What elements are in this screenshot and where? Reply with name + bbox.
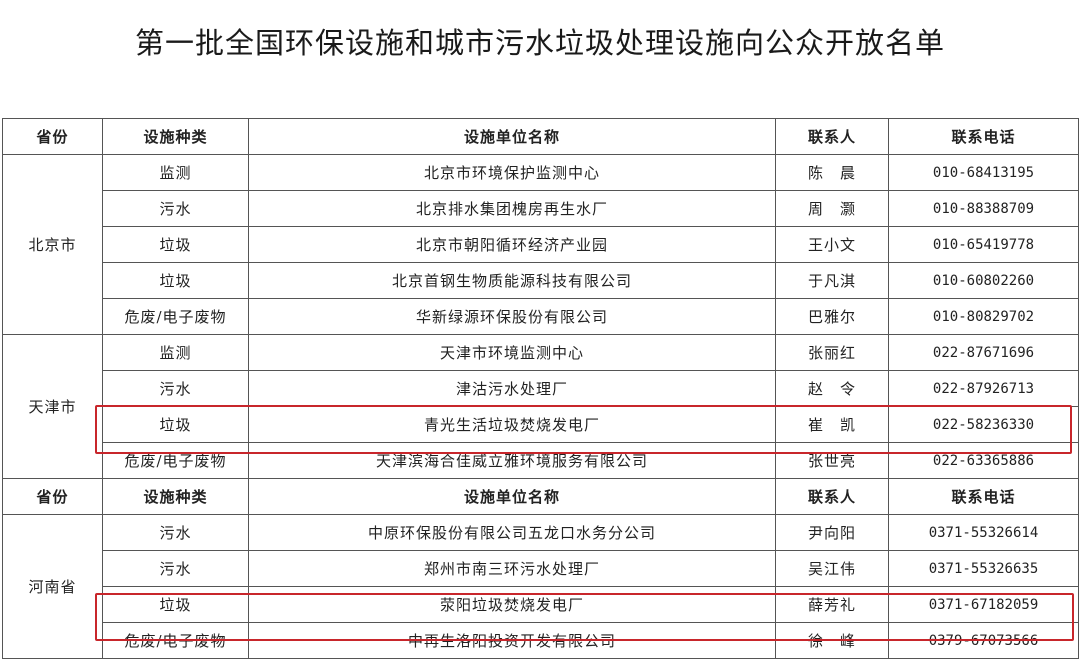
facility-type-cell: 垃圾 [102,226,249,263]
table-row: 危废/电子废物 中再生洛阳投资开发有限公司徐 峰 0379-67073566 [3,622,1079,659]
phone-cell: 010-65419778 [888,226,1079,263]
header-row: 省份 设施种类 设施单位名称 联系人 联系电话 [2,478,1079,515]
column-header: 设施单位名称 [248,118,776,155]
contact-cell: 于凡淇 [775,262,889,299]
phone-cell: 010-68413195 [888,154,1079,191]
contact-cell: 尹向阳 [775,514,889,551]
contact-cell: 张丽红 [775,334,889,371]
facility-name-cell: 中再生洛阳投资开发有限公司 [248,622,776,659]
phone-cell: 0371-55326614 [888,514,1079,551]
table-row: 垃圾 北京市朝阳循环经济产业园 王小文 010-65419778 [3,226,1079,263]
table-row: 垃圾 北京首钢生物质能源科技有限公司 于凡淇 010-60802260 [3,262,1079,299]
contact-cell: 吴江伟 [775,550,889,587]
facility-type-cell: 污水 [102,190,249,227]
table-row: 污水 郑州市南三环污水处理厂 吴江伟 0371-55326635 [3,550,1079,587]
column-header: 联系人 [775,478,889,515]
column-header: 设施种类 [102,118,249,155]
facility-name-cell: 天津市环境监测中心 [248,334,776,371]
contact-cell: 薛芳礼 [775,586,889,623]
phone-cell: 022-87926713 [888,370,1079,407]
phone-cell: 010-60802260 [888,262,1079,299]
table-row: 天津市 监测 天津市环境监测中心 张丽红 022-87671696 [2,334,1079,479]
province-cell: 天津市 [2,334,103,479]
table-row: 北京市 监测 北京市环境保护监测中心陈 晨 010-68413195 [2,154,1079,335]
table-row: 污水 津沽污水处理厂赵 令 022-87926713 [3,370,1079,407]
table-row: 河南省 污水 中原环保股份有限公司五龙口水务分公司 尹向阳 0371-55326614 [2,514,1079,659]
phone-cell: 0379-67073566 [888,622,1079,659]
phone-cell: 0371-55326635 [888,550,1079,587]
table-row: 危废/电子废物 华新绿源环保股份有限公司 巴雅尔 010-80829702 [3,298,1079,335]
facility-name-cell: 北京首钢生物质能源科技有限公司 [248,262,776,299]
phone-cell: 0371-67182059 [888,586,1079,623]
contact-cell: 陈 晨 [775,154,889,191]
contact-cell: 王小文 [775,226,889,263]
column-header: 联系电话 [888,118,1079,155]
facility-name-cell: 中原环保股份有限公司五龙口水务分公司 [248,514,776,551]
table-row: 垃圾 青光生活垃圾焚烧发电厂崔 凯 022-58236330 [3,406,1079,443]
facility-type-cell: 污水 [102,550,249,587]
contact-cell: 赵 令 [775,370,889,407]
column-header: 省份 [2,478,103,515]
contact-cell: 巴雅尔 [775,298,889,335]
table-row: 危废/电子废物 天津滨海合佳威立雅环境服务有限公司 张世亮 022-63365886 [3,442,1079,479]
province-cell: 北京市 [2,154,103,335]
contact-cell: 张世亮 [775,442,889,479]
facility-type-cell: 污水 [102,370,249,407]
contact-cell: 徐 峰 [775,622,889,659]
facility-type-cell: 危废/电子废物 [102,442,249,479]
facility-type-cell: 监测 [102,334,249,371]
column-header: 设施单位名称 [248,478,776,515]
phone-cell: 022-58236330 [888,406,1079,443]
phone-cell: 010-88388709 [888,190,1079,227]
facility-name-cell: 北京市朝阳循环经济产业园 [248,226,776,263]
contact-cell: 崔 凯 [775,406,889,443]
facility-type-cell: 危废/电子废物 [102,622,249,659]
facility-name-cell: 北京排水集团槐房再生水厂 [248,190,776,227]
province-cell: 河南省 [2,514,103,659]
column-header: 联系电话 [888,478,1079,515]
facility-type-cell: 垃圾 [102,406,249,443]
facility-name-cell: 荥阳垃圾焚烧发电厂 [248,586,776,623]
facility-type-cell: 垃圾 [102,262,249,299]
table-row: 垃圾 荥阳垃圾焚烧发电厂 薛芳礼 0371-67182059 [3,586,1079,623]
contact-cell: 周 灏 [775,190,889,227]
phone-cell: 022-63365886 [888,442,1079,479]
facility-name-cell: 郑州市南三环污水处理厂 [248,550,776,587]
facility-type-cell: 垃圾 [102,586,249,623]
column-header: 设施种类 [102,478,249,515]
facility-type-cell: 危废/电子废物 [102,298,249,335]
facility-name-cell: 华新绿源环保股份有限公司 [248,298,776,335]
table-row: 污水 北京排水集团槐房再生水厂周 灏 010-88388709 [3,190,1079,227]
facility-type-cell: 污水 [102,514,249,551]
header-row: 省份 设施种类 设施单位名称 联系人 联系电话 [2,118,1079,155]
column-header: 省份 [2,118,103,155]
facility-name-cell: 天津滨海合佳威立雅环境服务有限公司 [248,442,776,479]
document-title: 第一批全国环保设施和城市污水垃圾处理设施向公众开放名单 [134,26,945,60]
facility-name-cell: 北京市环境保护监测中心 [248,154,776,191]
facility-table: 省份 设施种类 设施单位名称 联系人 联系电话 北京市 监测 北京市环境保护监测中心陈 晨 01… [2,118,1079,659]
facility-name-cell: 津沽污水处理厂 [248,370,776,407]
phone-cell: 022-87671696 [888,334,1079,371]
facility-type-cell: 监测 [102,154,249,191]
column-header: 联系人 [775,118,889,155]
phone-cell: 010-80829702 [888,298,1079,335]
facility-name-cell: 青光生活垃圾焚烧发电厂 [248,406,776,443]
